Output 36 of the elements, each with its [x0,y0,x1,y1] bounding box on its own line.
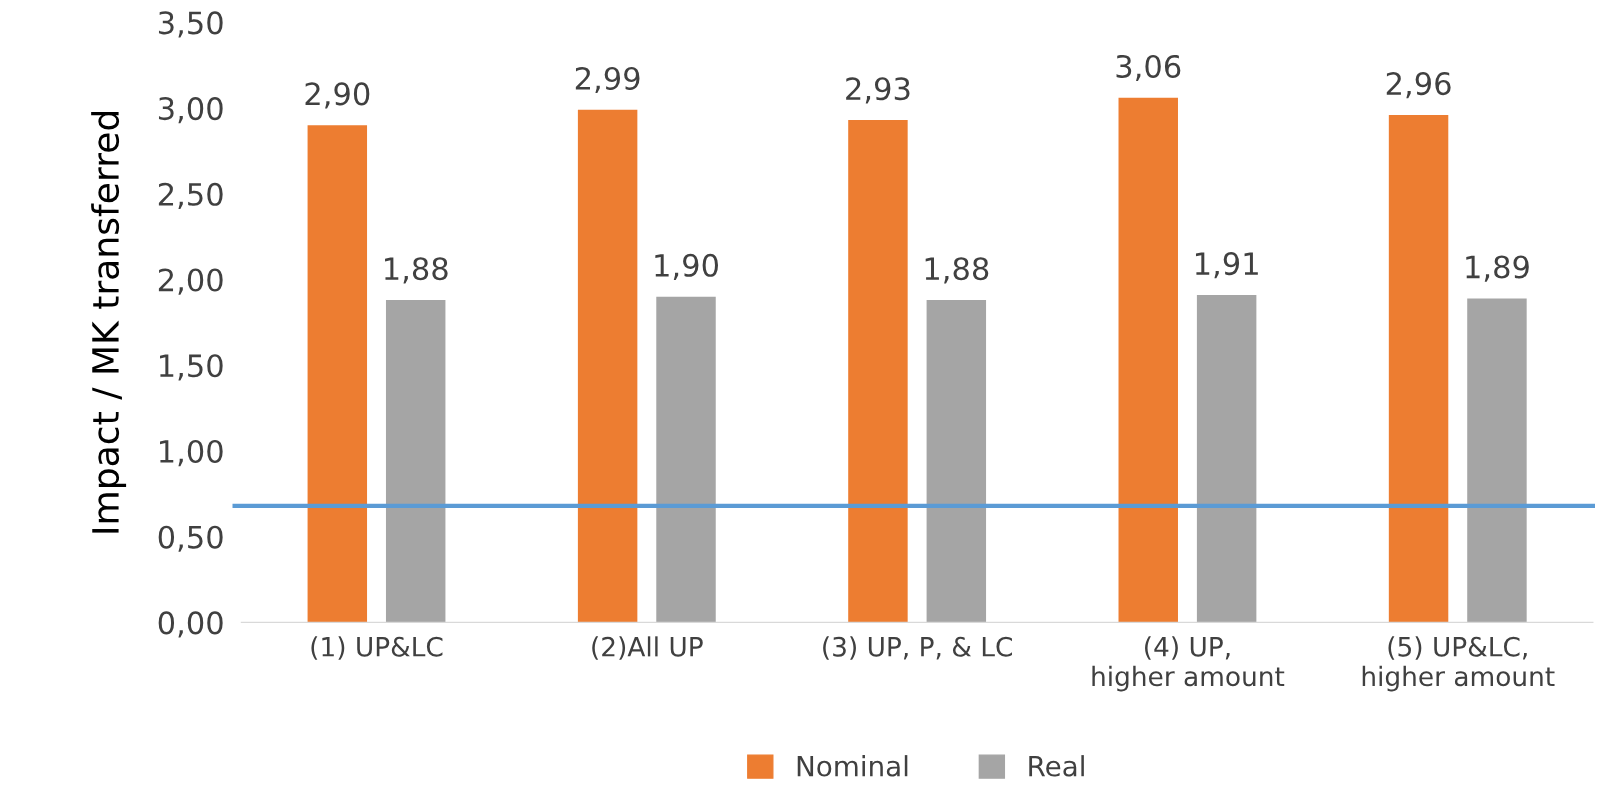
legend-label: Real [1029,755,1084,777]
legend-label: Nominal [797,755,908,777]
bar [385,300,446,623]
bar [577,109,638,623]
x-tick-label: (3) UP, P, & LC [823,636,1012,660]
data-label: 3,06 [1116,54,1181,82]
bar [848,120,908,623]
y-tick-label: 3,00 [158,97,223,124]
data-label: 1,89 [1466,255,1529,282]
y-tick-label: 2,50 [158,182,223,209]
x-tick-label: (1) UP&LC [311,636,443,660]
y-tick-label: 2,00 [158,268,223,295]
data-label: 1,90 [655,253,718,280]
x-tick-label: (4) UP, higher amount [1092,636,1285,692]
x-tick-label: (5) UP&LC, higher amount [1362,636,1555,692]
bar [656,296,716,623]
y-tick-label: 0,00 [158,611,223,638]
bar [1118,97,1178,623]
data-label: 1,88 [385,257,448,284]
y-tick-label: 1,50 [160,354,223,381]
data-label: 2,99 [575,66,640,94]
bar [1388,114,1449,623]
data-label: 2,90 [305,82,370,109]
bar [307,125,368,623]
y-axis-title: Impact / MK transferred [91,111,127,533]
x-tick-label: (2)All UP [592,636,703,660]
bar [1196,294,1257,623]
data-label: 1,91 [1195,252,1258,279]
bar [1467,298,1527,623]
data-label: 2,93 [846,77,910,104]
bar [926,300,987,623]
data-label: 2,96 [1386,72,1451,99]
y-tick-label: 0,50 [158,525,223,552]
y-tick-label: 3,50 [158,11,223,38]
y-tick-label: 1,00 [160,439,223,467]
data-label: 1,88 [925,257,989,284]
